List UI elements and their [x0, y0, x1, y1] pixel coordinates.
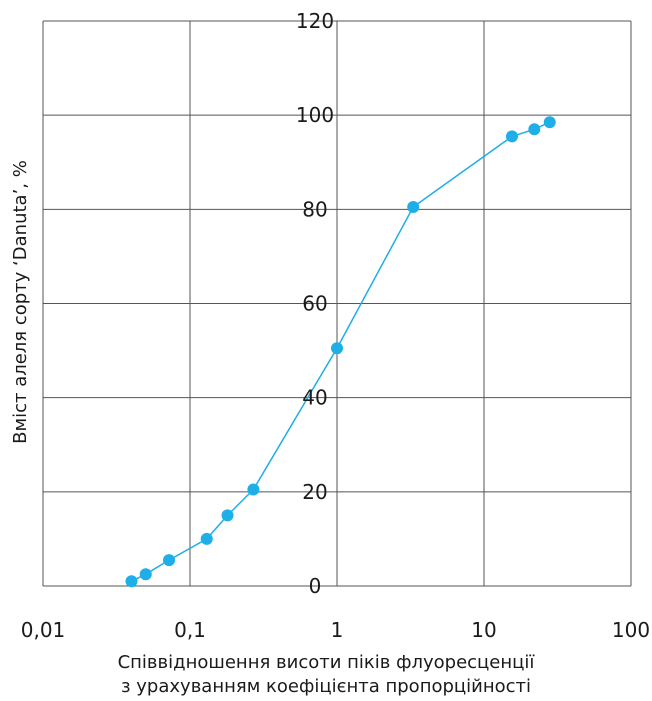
data-points [125, 116, 556, 588]
x-tick-label: 10 [471, 618, 496, 642]
data-point [407, 200, 420, 213]
x-tick-label: 100 [612, 618, 650, 642]
x-tick-label: 0,1 [174, 618, 206, 642]
data-point [139, 568, 152, 581]
y-tick-label: 100 [296, 103, 334, 127]
y-tick-label: 120 [296, 9, 334, 33]
data-point [528, 123, 541, 136]
data-point [163, 554, 176, 567]
x-axis-label-line-1: Співвідношення висоти піків флуоресценці… [117, 652, 535, 673]
data-point [200, 532, 213, 545]
x-tick-label: 0,01 [21, 618, 66, 642]
y-tick-labels: 0 20 40 60 80 100 120 [296, 9, 334, 598]
y-axis-label: Вміст алеля сорту ‘Danuta’, % [10, 160, 31, 444]
data-point [221, 509, 234, 522]
x-axis-label-line-2: з урахуванням коефіцієнта пропорційності [120, 676, 532, 697]
y-tick-label: 40 [302, 386, 327, 410]
data-point [247, 483, 260, 496]
y-tick-label: 60 [302, 292, 327, 316]
y-tick-label: 80 [302, 197, 327, 221]
y-tick-label: 20 [302, 480, 327, 504]
data-point [505, 130, 518, 143]
grid [42, 20, 632, 587]
data-point [331, 342, 343, 355]
x-tick-labels: 0,01 0,1 1 10 100 [21, 618, 650, 642]
data-point [125, 575, 138, 588]
data-point [543, 116, 556, 129]
y-tick-label: 0 [309, 574, 322, 598]
x-tick-label: 1 [331, 618, 344, 642]
